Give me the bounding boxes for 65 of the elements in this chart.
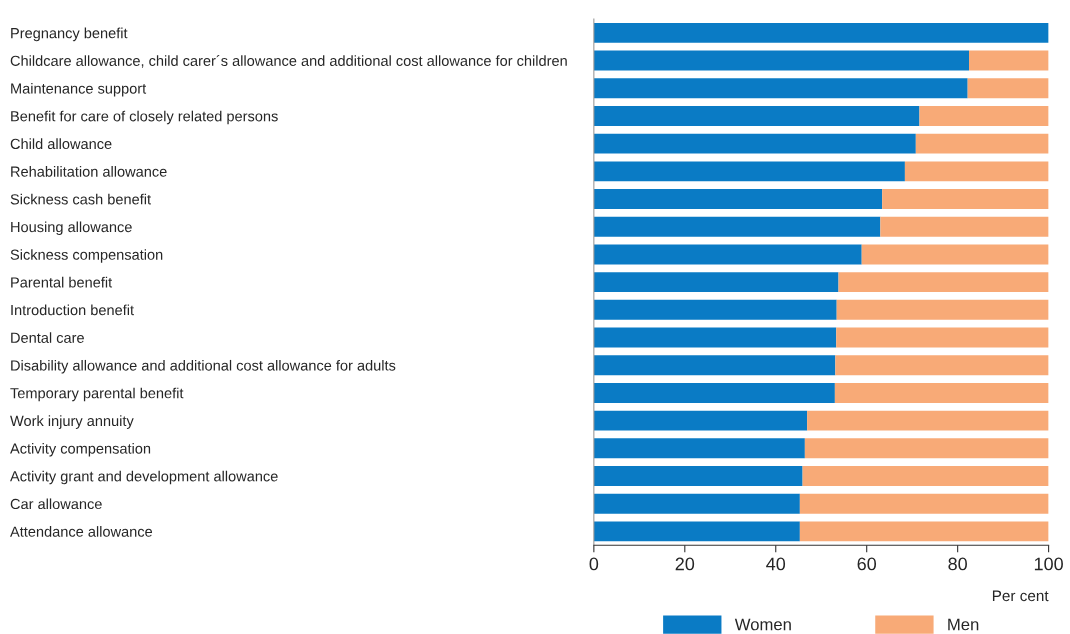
bar	[593, 244, 862, 265]
x-axis-title: Per cent	[992, 590, 1049, 602]
x-tick-label: 40	[766, 557, 786, 571]
bar	[919, 105, 1049, 126]
y-tick-label: Parental benefit	[11, 276, 113, 288]
bar	[836, 299, 1049, 320]
y-tick-label: Childcare allowance, child carer´s allowance and additional cost allowance for children	[10, 55, 567, 68]
y-tick-label: Sickness compensation	[10, 249, 163, 263]
bar	[593, 466, 803, 486]
y-tick-label: Rehabilitation allowance	[11, 166, 167, 177]
y-tick-label: Pregnancy benefit	[11, 27, 128, 42]
y-tick-label: Maintenance support	[11, 82, 147, 97]
y-tick-label: Dental care	[11, 332, 84, 343]
bar	[593, 299, 837, 320]
bar	[882, 189, 1049, 210]
y-tick-label: Work injury annuity	[10, 415, 134, 429]
bar	[593, 493, 800, 514]
bar	[836, 327, 1049, 348]
bar	[904, 161, 1049, 182]
y-tick-label: Activity grant and development allowance	[10, 470, 278, 485]
bar	[915, 133, 1049, 154]
bar	[861, 244, 1049, 265]
legend-label: Women	[734, 618, 791, 631]
bar	[835, 355, 1049, 376]
bar	[838, 272, 1049, 293]
y-tick-label: Housing allowance	[11, 221, 132, 236]
bar	[593, 410, 808, 431]
x-tick-label: 0	[589, 557, 599, 571]
bar	[834, 382, 1049, 403]
bar	[593, 438, 805, 459]
y-tick-label: Introduction benefit	[11, 304, 134, 316]
bar	[593, 382, 835, 403]
bar	[593, 521, 800, 542]
bar	[799, 521, 1049, 542]
y-tick-label: Benefit for care of closely related persons	[11, 110, 278, 125]
y-tick-label: Sickness cash benefit	[10, 193, 151, 205]
x-tick-label: 60	[857, 557, 877, 571]
bar	[593, 105, 920, 126]
bar	[593, 189, 883, 210]
bar	[593, 327, 837, 348]
x-tick-label: 80	[948, 557, 967, 571]
y-tick-label: Car allowance	[10, 498, 102, 510]
bar	[880, 216, 1049, 237]
y-tick-label: Attendance allowance	[10, 526, 153, 537]
bar	[593, 22, 1049, 43]
bar	[593, 133, 916, 154]
y-tick-label: Disability allowance and additional cost allowance for adults	[11, 359, 396, 374]
x-tick-label: 20	[675, 557, 695, 571]
y-tick-label: Temporary parental benefit	[10, 387, 184, 402]
y-tick-label: Activity compensation	[10, 443, 151, 457]
bar	[593, 216, 881, 237]
bar	[802, 466, 1049, 486]
x-tick-label: 100	[1034, 557, 1063, 571]
bar	[593, 355, 836, 376]
bar	[807, 410, 1049, 431]
bar	[799, 493, 1049, 514]
bar	[593, 50, 970, 71]
bar	[593, 78, 968, 99]
bar	[967, 78, 1049, 99]
bar	[593, 161, 905, 182]
bar	[969, 50, 1049, 71]
legend-label: Men	[948, 618, 979, 631]
y-tick-label: Child allowance	[10, 138, 112, 150]
bar	[804, 438, 1049, 459]
bar	[593, 272, 839, 293]
